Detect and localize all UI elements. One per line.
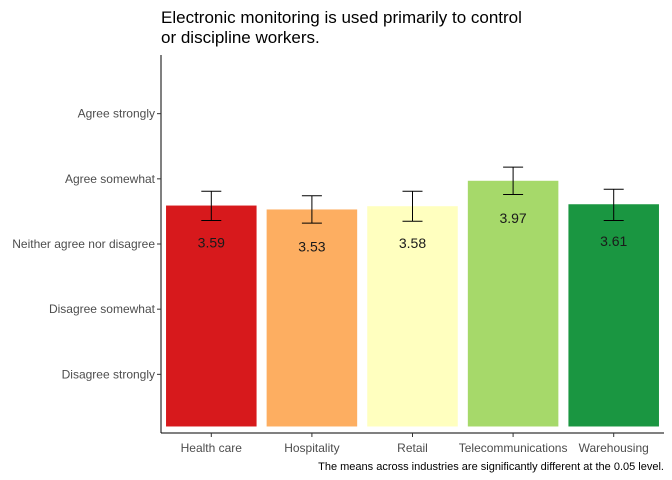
- y-tick-label: Disagree somewhat: [49, 302, 156, 316]
- data-label: 3.59: [198, 235, 225, 251]
- x-tick-label: Health care: [181, 441, 243, 455]
- x-tick-label: Telecommunications: [459, 441, 568, 455]
- bar: [367, 206, 458, 427]
- chart-title: Electronic monitoring is used primarily …: [161, 8, 522, 47]
- y-tick-label: Neither agree nor disagree: [12, 237, 155, 251]
- chart-title-line-1: Electronic monitoring is used primarily …: [161, 8, 522, 27]
- chart-title-line-2: or discipline workers.: [161, 28, 320, 47]
- y-tick-label: Agree somewhat: [65, 172, 156, 186]
- data-label: 3.97: [499, 210, 526, 226]
- bar: [568, 204, 659, 427]
- chart-caption: The means across industries are signific…: [318, 461, 664, 473]
- y-tick-label: Agree strongly: [78, 107, 155, 121]
- bar: [266, 209, 358, 427]
- x-tick-label: Retail: [397, 441, 428, 455]
- y-tick-label: Disagree strongly: [62, 367, 155, 381]
- x-tick-label: Hospitality: [284, 441, 339, 455]
- bar: [166, 205, 257, 427]
- data-label: 3.58: [399, 235, 426, 251]
- plot-area: Disagree strongly Disagree somewhat Neithe…: [12, 55, 664, 455]
- data-label: 3.61: [600, 233, 627, 249]
- data-label: 3.53: [298, 238, 325, 254]
- bar: [467, 180, 559, 427]
- x-tick-label: Warehousing: [579, 441, 649, 455]
